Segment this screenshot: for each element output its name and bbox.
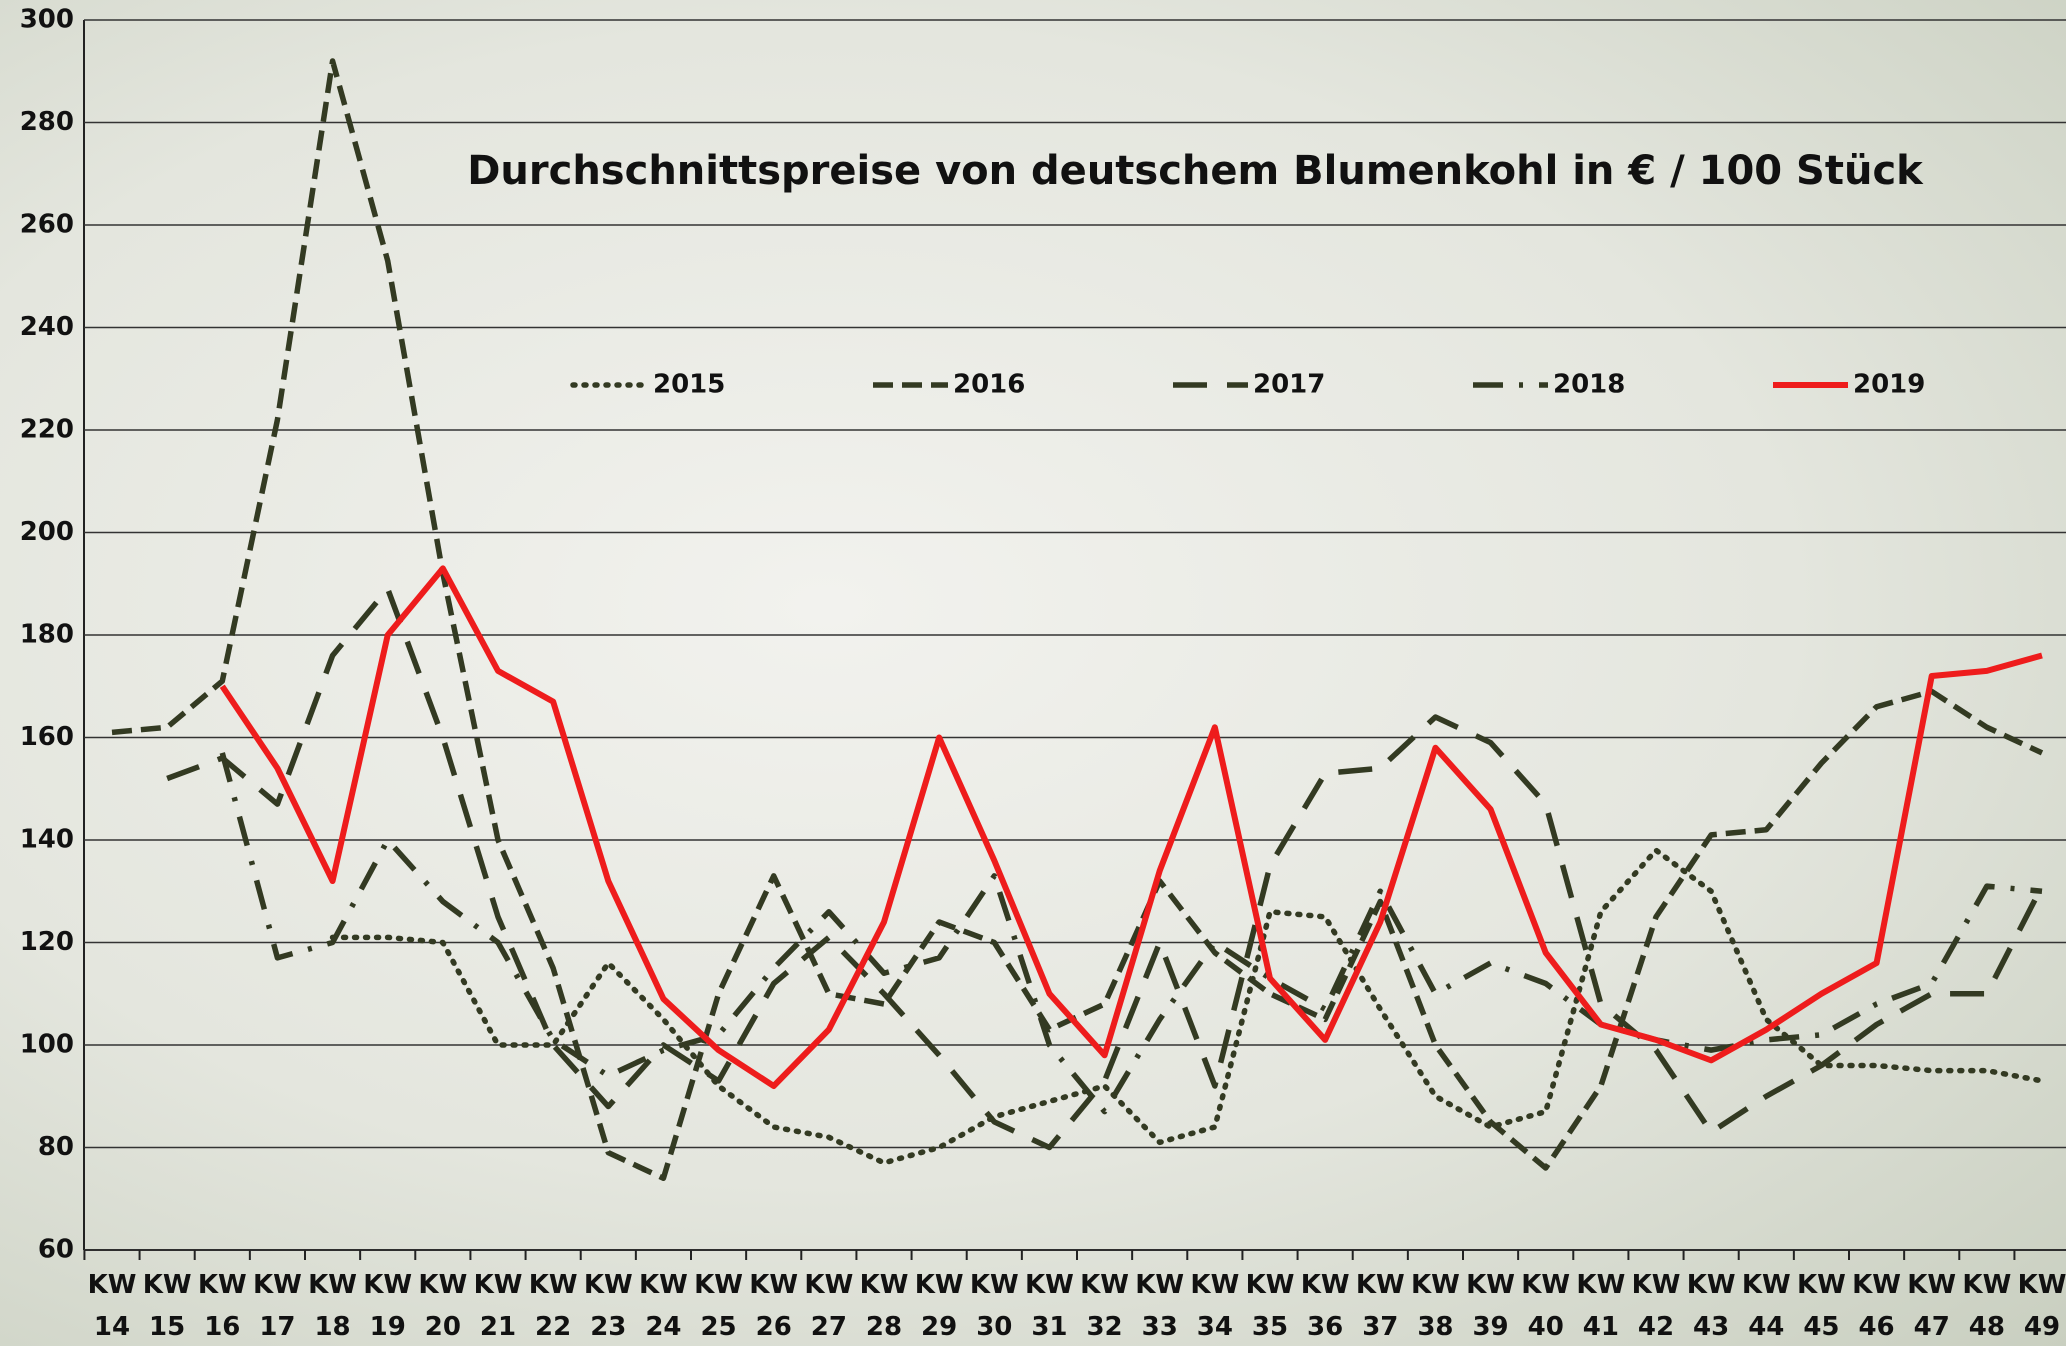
x-tick-label: KW 45 xyxy=(1797,1270,1846,1342)
legend-label: 2016 xyxy=(953,370,1025,400)
x-tick-label: KW 26 xyxy=(749,1270,799,1342)
legend-label: 2019 xyxy=(1853,370,1925,400)
x-tick-label: KW 49 xyxy=(2017,1270,2066,1342)
x-tick-label: KW 38 xyxy=(1411,1270,1460,1342)
y-tick-label: 300 xyxy=(20,5,74,35)
x-tick-label: KW 17 xyxy=(253,1270,302,1342)
series-line xyxy=(219,565,2043,1089)
x-tick-label: KW 46 xyxy=(1852,1270,1901,1342)
x-tick-label: KW 35 xyxy=(1245,1270,1295,1342)
series-line xyxy=(219,752,2043,1115)
x-tick-label: KW 21 xyxy=(473,1270,523,1342)
y-tick-label: 100 xyxy=(20,1030,74,1060)
x-tick-label: KW 34 xyxy=(1190,1270,1240,1342)
legend-label: 2018 xyxy=(1553,370,1625,400)
x-tick-label: KW 40 xyxy=(1521,1270,1571,1342)
y-tick-label: 240 xyxy=(20,312,74,342)
x-tick-label: KW 31 xyxy=(1025,1270,1074,1342)
y-tick-label: 260 xyxy=(20,210,74,240)
x-tick-label: KW 27 xyxy=(804,1270,854,1342)
series-line xyxy=(329,847,2045,1166)
x-tick-label: KW 22 xyxy=(528,1270,578,1342)
x-tick-label: KW 18 xyxy=(308,1270,357,1342)
y-tick-label: 140 xyxy=(20,825,74,855)
x-tick-label: KW 16 xyxy=(197,1270,247,1342)
series-line xyxy=(166,586,2045,1151)
x-tick-label: KW 33 xyxy=(1135,1270,1185,1342)
x-tick-label: KW 43 xyxy=(1686,1270,1736,1342)
y-tick-label: 220 xyxy=(20,415,74,445)
x-tick-label: KW 24 xyxy=(639,1270,688,1342)
x-tick-label: KW 19 xyxy=(363,1270,413,1342)
x-tick-label: KW 44 xyxy=(1741,1270,1791,1342)
x-tick-label: KW 39 xyxy=(1466,1270,1515,1342)
x-tick-label: KW 29 xyxy=(914,1270,964,1342)
x-tick-label: KW 30 xyxy=(969,1270,1019,1342)
x-tick-label: KW 41 xyxy=(1576,1270,1626,1342)
x-tick-label: KW 28 xyxy=(859,1270,909,1342)
legend-label: 2015 xyxy=(653,370,725,400)
chart-title: Durchschnittspreise von deutschem Blumen… xyxy=(467,148,1924,194)
y-tick-label: 120 xyxy=(20,927,74,957)
x-tick-label: KW 47 xyxy=(1907,1270,1957,1342)
y-tick-label: 60 xyxy=(38,1235,74,1265)
x-tick-label: KW 15 xyxy=(142,1270,192,1342)
y-tick-label: 180 xyxy=(20,620,74,650)
x-tick-label: KW 23 xyxy=(583,1270,633,1342)
y-tick-label: 200 xyxy=(20,517,74,547)
x-tick-label: KW 14 xyxy=(87,1270,137,1342)
x-tick-label: KW 32 xyxy=(1080,1270,1129,1342)
x-tick-label: KW 36 xyxy=(1300,1270,1350,1342)
y-tick-label: 280 xyxy=(20,107,74,137)
y-tick-label: 80 xyxy=(38,1132,74,1162)
x-tick-label: KW 20 xyxy=(418,1270,468,1342)
x-tick-label: KW 25 xyxy=(694,1270,743,1342)
x-tick-label: KW 37 xyxy=(1355,1270,1405,1342)
y-tick-label: 160 xyxy=(20,722,74,752)
legend-label: 2017 xyxy=(1253,370,1325,400)
series-line xyxy=(111,58,2044,1181)
x-tick-label: KW 42 xyxy=(1631,1270,1681,1342)
x-tick-label: KW 48 xyxy=(1962,1270,2012,1342)
